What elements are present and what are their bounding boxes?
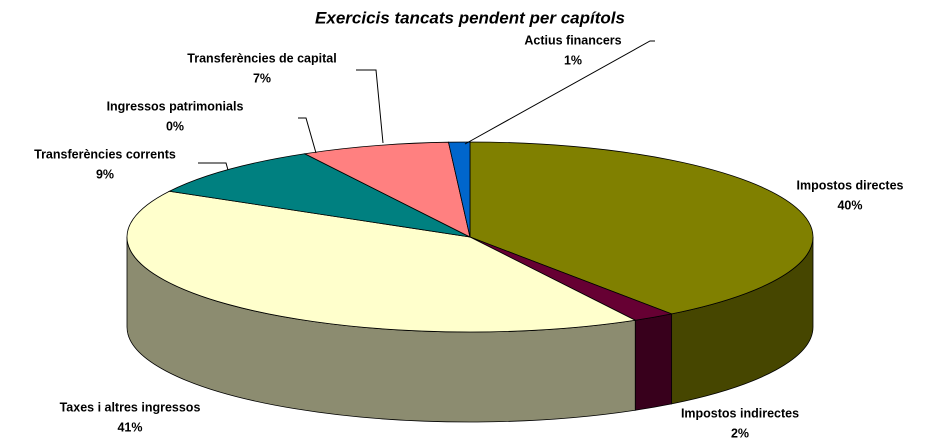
leader-lines: [198, 40, 655, 171]
leader-line: [356, 69, 384, 144]
slice-value-label: 41%: [117, 420, 142, 434]
slice-value-label: 2%: [731, 426, 749, 440]
slice-label: Taxes i altres ingressos: [60, 400, 201, 414]
slice: [126, 190, 637, 333]
pie: [126, 141, 814, 423]
slice-label: Actius financers: [524, 33, 621, 47]
slice-side: [634, 313, 673, 411]
slice-label: Ingressos patrimonials: [107, 99, 244, 113]
leader-line: [298, 117, 317, 154]
slice: [303, 141, 471, 238]
slice-label: Transferències corrents: [34, 147, 176, 161]
slice: [469, 141, 814, 315]
slice-label: Impostos directes: [797, 178, 904, 192]
leader-line: [464, 40, 655, 145]
slice: [447, 141, 471, 238]
leader-line: [198, 162, 229, 171]
slice-value-label: 1%: [564, 53, 582, 67]
slice-value-label: 7%: [253, 71, 271, 85]
slice-label: Impostos indirectes: [681, 406, 799, 420]
slice-value-label: 40%: [837, 198, 862, 212]
slice-value-label: 0%: [166, 119, 184, 133]
top-faces: [126, 141, 814, 333]
slice-value-label: 9%: [96, 167, 114, 181]
side-walls: [126, 236, 814, 423]
slice-label: Transferències de capital: [187, 51, 336, 65]
chart-title: Exercicis tancats pendent per capítols: [315, 8, 625, 27]
